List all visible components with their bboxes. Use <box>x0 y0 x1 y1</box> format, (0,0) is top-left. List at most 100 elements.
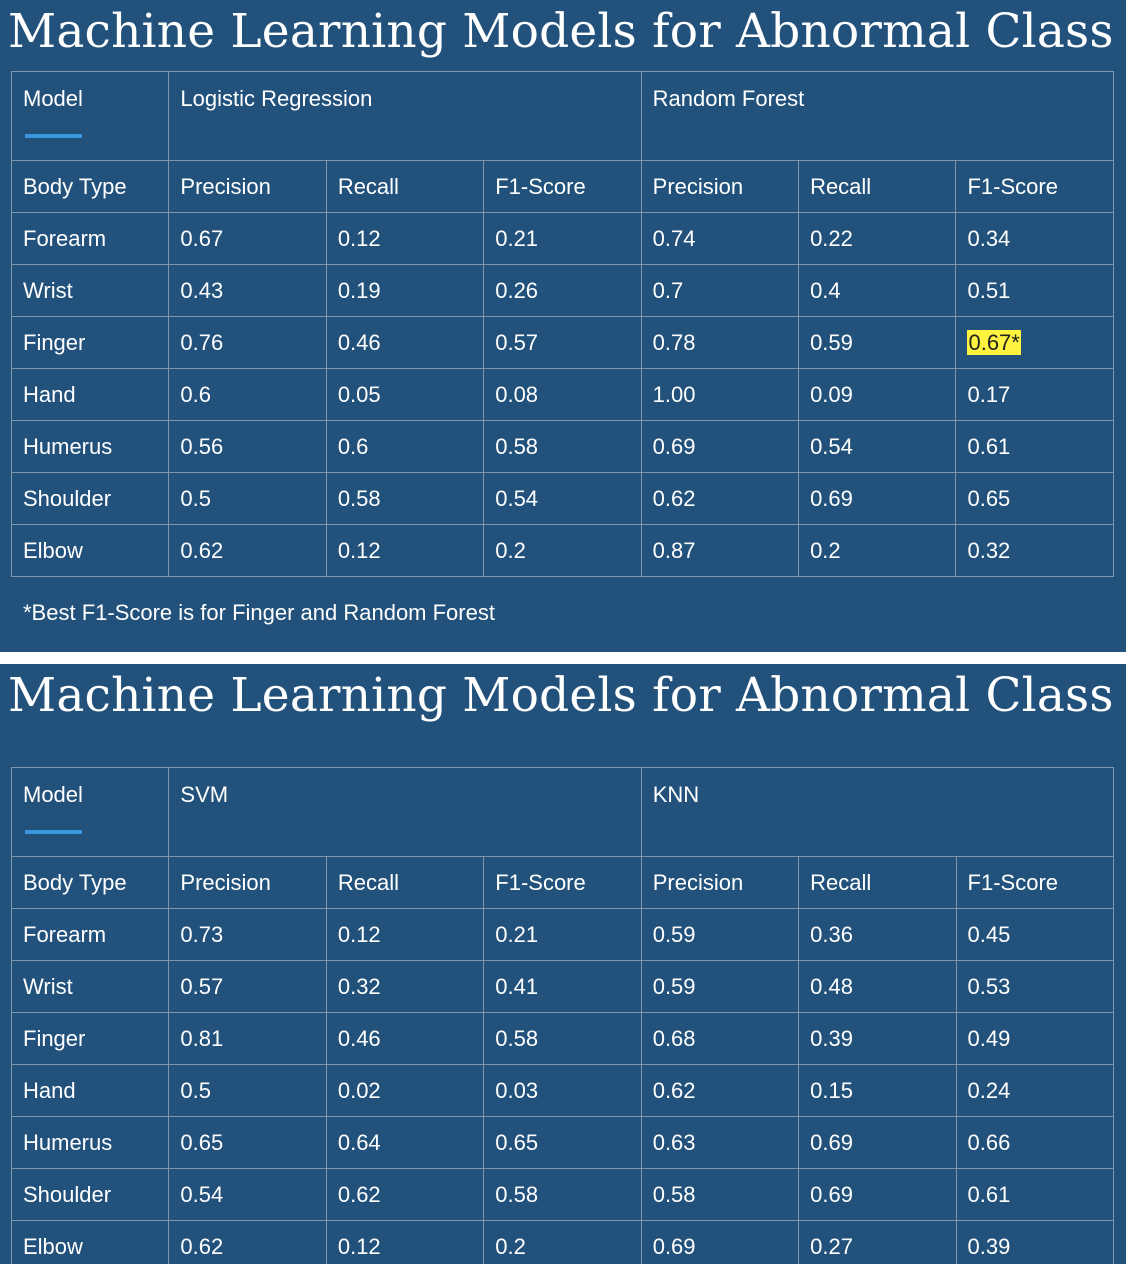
body-type-cell: Humerus <box>10 1116 170 1169</box>
table-row: Humerus 0.56 0.6 0.58 0.69 0.54 0.61 <box>10 420 1114 473</box>
model-name-knn: KNN <box>640 767 1115 857</box>
metric-cell: 0.09 <box>798 368 957 421</box>
metric-cell: 0.12 <box>325 1220 485 1264</box>
header-row: Body Type Precision Recall F1-Score Precisio… <box>10 160 1114 213</box>
metric-cell: 0.21 <box>483 212 642 265</box>
metric-cell: 0.08 <box>483 368 642 421</box>
metric-cell: 0.12 <box>325 524 485 577</box>
metric-cell: 0.69 <box>798 1168 957 1221</box>
table-row: Shoulder 0.5 0.58 0.54 0.62 0.69 0.65 <box>10 472 1114 525</box>
table-row: Humerus 0.65 0.64 0.65 0.63 0.69 0.66 <box>10 1116 1115 1169</box>
metric-cell: 0.62 <box>640 1064 800 1117</box>
metric-cell: 0.12 <box>325 212 485 265</box>
metric-cell: 0.46 <box>325 316 485 369</box>
metric-cell: 0.24 <box>955 1064 1115 1117</box>
metric-cell: 0.51 <box>955 264 1114 317</box>
table-row: Wrist 0.57 0.32 0.41 0.59 0.48 0.53 <box>10 960 1115 1013</box>
metric-cell: 0.19 <box>325 264 485 317</box>
column-header: Recall <box>798 160 957 213</box>
metric-cell: 1.00 <box>640 368 800 421</box>
metric-cell: 0.5 <box>168 472 327 525</box>
column-header: Body Type <box>10 856 170 909</box>
metric-cell: 0.64 <box>325 1116 485 1169</box>
best-score-highlight: 0.67* <box>967 329 1021 355</box>
model-row: Model SVM KNN <box>10 767 1115 857</box>
column-header: Precision <box>168 160 327 213</box>
metric-cell: 0.6 <box>168 368 327 421</box>
metric-cell: 0.02 <box>325 1064 485 1117</box>
metric-cell: 0.69 <box>798 1116 957 1169</box>
model-label-cell: Model <box>10 71 170 161</box>
table-row: Elbow 0.62 0.12 0.2 0.69 0.27 0.39 <box>10 1220 1115 1264</box>
metric-cell: 0.32 <box>325 960 485 1013</box>
metric-cell: 0.58 <box>483 420 642 473</box>
model-label-cell: Model <box>10 767 170 857</box>
metric-cell: 0.67 <box>168 212 327 265</box>
metric-cell: 0.36 <box>798 908 957 961</box>
table-row: Hand 0.6 0.05 0.08 1.00 0.09 0.17 <box>10 368 1114 421</box>
metric-cell: 0.27 <box>798 1220 957 1264</box>
metric-cell: 0.39 <box>955 1220 1115 1264</box>
slide-title: Machine Learning Models for Abnormal Cla… <box>8 4 1114 59</box>
slide-svm-knn: Machine Learning Models for Abnormal Cla… <box>0 664 1126 1264</box>
metric-cell: 0.74 <box>640 212 800 265</box>
metric-cell: 0.59 <box>640 960 800 1013</box>
metric-cell: 0.81 <box>168 1012 327 1065</box>
column-header: Precision <box>640 160 800 213</box>
metric-cell: 0.53 <box>955 960 1115 1013</box>
column-header: Precision <box>640 856 800 909</box>
slide-title: Machine Learning Models for Abnormal Cla… <box>8 668 1114 723</box>
body-type-cell: Shoulder <box>10 1168 170 1221</box>
metric-cell: 0.63 <box>640 1116 800 1169</box>
body-type-cell: Wrist <box>10 264 170 317</box>
metric-cell: 0.4 <box>798 264 957 317</box>
table-row: Forearm 0.73 0.12 0.21 0.59 0.36 0.45 <box>10 908 1115 961</box>
metric-cell: 0.62 <box>640 472 800 525</box>
table-row: Shoulder 0.54 0.62 0.58 0.58 0.69 0.61 <box>10 1168 1115 1221</box>
metric-cell: 0.58 <box>483 1168 642 1221</box>
body-type-cell: Shoulder <box>10 472 170 525</box>
metric-cell: 0.61 <box>955 420 1114 473</box>
metric-cell: 0.69 <box>798 472 957 525</box>
metric-cell: 0.68 <box>640 1012 800 1065</box>
body-type-cell: Finger <box>10 316 170 369</box>
table-row: Elbow 0.62 0.12 0.2 0.87 0.2 0.32 <box>10 524 1114 577</box>
accent-bar <box>25 830 82 834</box>
metric-cell: 0.2 <box>798 524 957 577</box>
metric-cell: 0.56 <box>168 420 327 473</box>
metric-cell: 0.54 <box>483 472 642 525</box>
body-type-cell: Hand <box>10 1064 170 1117</box>
metric-cell: 0.57 <box>168 960 327 1013</box>
metric-cell: 0.2 <box>483 524 642 577</box>
metric-cell: 0.58 <box>640 1168 800 1221</box>
metric-cell: 0.12 <box>325 908 485 961</box>
metric-cell: 0.41 <box>483 960 642 1013</box>
metric-cell: 0.5 <box>168 1064 327 1117</box>
body-type-cell: Wrist <box>10 960 170 1013</box>
metric-cell: 0.48 <box>798 960 957 1013</box>
column-header: F1-Score <box>483 856 642 909</box>
accent-bar <box>25 134 82 138</box>
metric-cell: 0.2 <box>483 1220 642 1264</box>
metric-cell: 0.49 <box>955 1012 1115 1065</box>
model-label: Model <box>23 86 83 111</box>
metric-cell: 0.7 <box>640 264 800 317</box>
table-body: Model Logistic Regression Random Forest … <box>10 71 1115 577</box>
metric-cell: 0.05 <box>325 368 485 421</box>
model-name-logistic-regression: Logistic Regression <box>168 71 642 161</box>
column-header: F1-Score <box>955 160 1114 213</box>
body-type-cell: Hand <box>10 368 170 421</box>
metric-cell: 0.6 <box>325 420 485 473</box>
metric-cell: 0.34 <box>955 212 1114 265</box>
column-header: Body Type <box>10 160 170 213</box>
metric-cell: 0.59 <box>640 908 800 961</box>
metric-cell: 0.65 <box>955 472 1114 525</box>
metric-cell: 0.39 <box>798 1012 957 1065</box>
column-header: Recall <box>325 160 485 213</box>
body-type-cell: Humerus <box>10 420 170 473</box>
metric-cell: 0.66 <box>955 1116 1115 1169</box>
results-table: Model SVM KNN Body Type Precision Recall F1… <box>10 767 1115 1264</box>
metric-cell: 0.62 <box>168 524 327 577</box>
metric-cell: 0.15 <box>798 1064 957 1117</box>
column-header: Precision <box>168 856 327 909</box>
